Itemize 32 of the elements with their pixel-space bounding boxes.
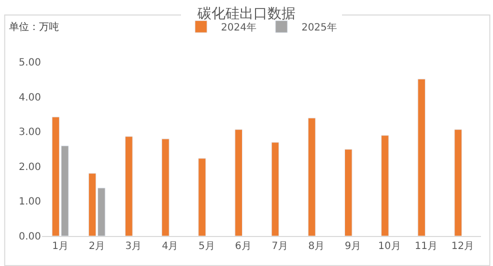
legend-label: 2024年	[221, 22, 256, 34]
x-tick-label: 12月	[451, 241, 474, 252]
x-tick-label: 2月	[88, 241, 106, 252]
x-tick-label: 8月	[308, 241, 325, 252]
chart-title: 碳化硅出口数据	[196, 6, 296, 22]
y-tick-label: 3.00	[18, 127, 41, 138]
y-tick-label: 4.00	[18, 92, 41, 104]
bar	[234, 129, 243, 236]
x-tick-label: 11月	[414, 241, 438, 252]
bar	[124, 136, 133, 236]
x-tick-label: 6月	[235, 241, 252, 252]
y-tick-label: 1.00	[18, 196, 41, 208]
x-tick-label: 9月	[344, 241, 362, 252]
bar	[162, 138, 170, 236]
x-tick-label: 7月	[272, 241, 288, 252]
x-tick-label: 5月	[198, 241, 215, 252]
x-tick-label: 3月	[125, 241, 142, 252]
y-tick-label: 0.00	[18, 232, 41, 242]
bar	[381, 135, 389, 236]
bar	[198, 158, 206, 236]
x-tick-label: 1月	[52, 241, 68, 252]
y-tick-label: 5.00	[18, 58, 41, 68]
bar	[454, 129, 462, 236]
text: 单位：万吨	[9, 21, 59, 33]
legend-label: 2025年	[301, 22, 337, 34]
bar	[418, 78, 426, 236]
bar	[344, 149, 352, 236]
x-tick-label: 10月	[378, 241, 401, 252]
bar	[271, 142, 280, 236]
bar	[308, 118, 316, 236]
y-tick-label: 2.00	[18, 162, 41, 173]
x-tick-label: 4月	[162, 241, 178, 252]
